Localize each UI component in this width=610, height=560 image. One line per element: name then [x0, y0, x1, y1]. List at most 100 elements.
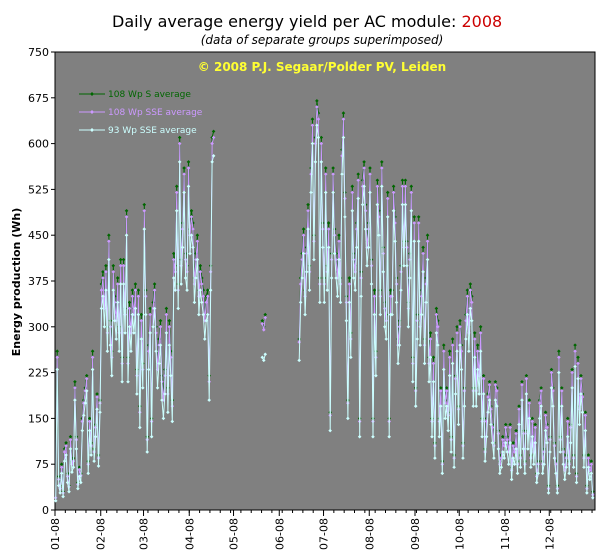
data-point: [455, 331, 459, 335]
data-point: [580, 410, 585, 415]
data-point: [475, 343, 480, 347]
data-point: [90, 367, 95, 372]
data-point: [157, 361, 161, 366]
data-point: [301, 227, 306, 231]
data-point: [135, 392, 139, 396]
data-point: [87, 419, 92, 424]
data-point: [319, 141, 324, 146]
data-point: [65, 480, 70, 485]
data-point: [104, 270, 108, 274]
data-point: [478, 331, 483, 335]
data-point: [126, 379, 130, 384]
data-point: [124, 215, 129, 219]
data-point: [347, 282, 352, 286]
data-point: [371, 434, 375, 439]
data-point: [453, 376, 458, 381]
data-point: [158, 343, 163, 347]
data-point: [363, 227, 368, 231]
data-point: [111, 263, 116, 268]
data-point: [350, 184, 355, 189]
data-point: [363, 208, 368, 213]
data-point: [434, 312, 439, 317]
data-point: [557, 370, 561, 375]
data-point: [400, 202, 405, 207]
data-point: [55, 367, 60, 372]
data-point: [470, 300, 474, 305]
data-point: [574, 480, 579, 485]
data-point: [174, 190, 179, 195]
y-axis-label: Energy production (Wh): [10, 208, 23, 356]
data-point: [174, 184, 179, 189]
data-point: [210, 160, 214, 164]
data-point: [140, 386, 145, 390]
data-point: [467, 349, 471, 354]
data-point: [315, 99, 319, 103]
data-point: [577, 407, 582, 412]
data-point: [539, 389, 543, 393]
data-point: [372, 294, 377, 299]
data-point: [340, 172, 344, 176]
data-point: [493, 383, 498, 387]
data-point: [79, 480, 83, 485]
data-point: [198, 263, 203, 268]
data-point: [489, 407, 493, 412]
data-point: [114, 337, 119, 341]
data-point: [514, 431, 518, 436]
data-point: [164, 331, 169, 335]
data-point: [312, 257, 316, 262]
y-axis: 0 75 150 225 300 375 450 525 600 675 750: [28, 46, 55, 517]
data-point: [98, 410, 102, 415]
data-point: [565, 434, 570, 439]
data-point: [95, 395, 99, 399]
data-point: [87, 416, 92, 421]
data-point: [486, 410, 490, 415]
data-point: [309, 190, 313, 195]
data-point: [315, 105, 319, 109]
data-point: [453, 392, 458, 396]
data-point: [59, 462, 64, 466]
data-point: [138, 425, 142, 430]
data-point: [499, 456, 504, 460]
data-point: [536, 471, 540, 476]
data-point: [84, 373, 89, 378]
data-point: [139, 318, 144, 323]
data-point: [99, 288, 104, 292]
data-point: [64, 441, 68, 445]
data-point: [478, 325, 483, 329]
data-point: [260, 355, 265, 360]
data-point: [520, 379, 524, 384]
data-point: [416, 239, 421, 244]
data-point: [412, 221, 417, 225]
data-point: [151, 325, 155, 329]
data-point: [143, 312, 148, 317]
data-point: [260, 321, 265, 326]
data-point: [356, 178, 360, 183]
x-tick-label: 05-08: [228, 518, 241, 550]
data-point: [428, 331, 433, 335]
data-point: [185, 288, 189, 292]
data-point: [127, 325, 132, 329]
data-point: [107, 239, 111, 244]
data-point: [121, 257, 126, 262]
data-point: [487, 379, 492, 384]
data-point: [576, 376, 580, 381]
data-point: [146, 349, 151, 354]
data-point: [571, 465, 576, 470]
data-point: [64, 444, 68, 448]
data-point: [471, 404, 476, 408]
data-point: [377, 233, 381, 237]
data-point: [191, 245, 195, 250]
data-point: [397, 343, 402, 347]
data-point: [341, 111, 346, 115]
data-point: [89, 453, 93, 457]
data-point: [514, 428, 518, 433]
data-point: [189, 215, 194, 219]
data-point: [517, 422, 521, 427]
data-point: [459, 367, 464, 372]
data-point: [549, 370, 554, 375]
data-point: [465, 288, 470, 292]
data-point: [509, 477, 514, 482]
x-tick-label: 07-08: [318, 518, 331, 550]
data-point: [430, 434, 434, 439]
